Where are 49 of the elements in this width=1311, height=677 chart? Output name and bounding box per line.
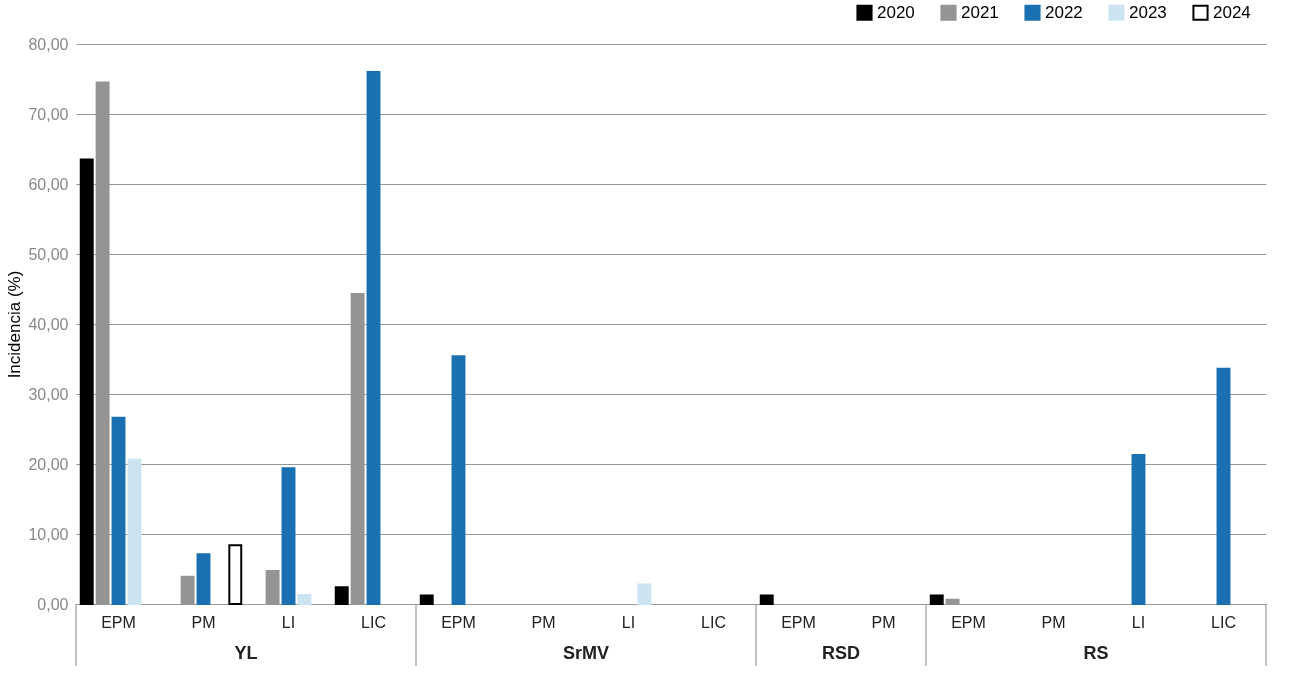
x-tick-label: LIC: [701, 613, 726, 631]
legend-label: 2023: [1129, 2, 1167, 22]
x-tick-label: LI: [621, 613, 636, 631]
bar: [334, 586, 349, 605]
y-tick-label: 0,00: [37, 595, 69, 613]
x-tick-label: PM: [1041, 613, 1066, 631]
text: YL: [234, 643, 258, 663]
x-tick-label: PM: [871, 613, 896, 631]
bar: [196, 553, 211, 605]
y-tick-label: 80,00: [28, 35, 69, 53]
x-tick-label: EPM: [441, 613, 476, 631]
y-tick-label: 30,00: [28, 385, 69, 403]
bar: [297, 593, 312, 605]
y-tick-label: 70,00: [28, 105, 69, 123]
x-tick-label: EPM: [951, 613, 986, 631]
bar: [127, 458, 142, 605]
legend-label: 2022: [1045, 2, 1083, 22]
bar: [419, 594, 434, 605]
x-tick-label: LIC: [1211, 613, 1236, 631]
text: RS: [1083, 643, 1109, 663]
x-tick-label: LIC: [361, 613, 386, 631]
text: SrMV: [562, 643, 610, 663]
y-tick-label: 40,00: [28, 315, 69, 333]
bar: [759, 594, 774, 605]
legend-label: 2024: [1213, 2, 1251, 22]
x-tick-label: LI: [281, 613, 296, 631]
bar: [451, 355, 466, 605]
bar: [228, 544, 243, 605]
bar: [79, 158, 94, 605]
bar: [1131, 453, 1146, 605]
y-axis-title: Incidencia (%): [5, 270, 25, 379]
x-tick-label: PM: [531, 613, 556, 631]
x-tick-label: PM: [191, 613, 216, 631]
y-tick-label: 50,00: [28, 245, 69, 263]
y-tick-label: 60,00: [28, 175, 69, 193]
bar: [637, 583, 652, 605]
x-tick-label: EPM: [101, 613, 136, 631]
bar: [929, 594, 944, 605]
x-tick-label: EPM: [781, 613, 816, 631]
bar: [281, 467, 296, 605]
y-tick-label: 10,00: [28, 525, 69, 543]
bar: [1216, 367, 1231, 605]
text: RSD: [821, 643, 861, 663]
x-tick-label: LI: [1131, 613, 1146, 631]
legend-label: 2020: [877, 2, 915, 22]
bar: [111, 416, 126, 605]
bar: [366, 71, 381, 605]
legend-label: 2021: [961, 2, 999, 22]
y-tick-label: 20,00: [28, 455, 69, 473]
